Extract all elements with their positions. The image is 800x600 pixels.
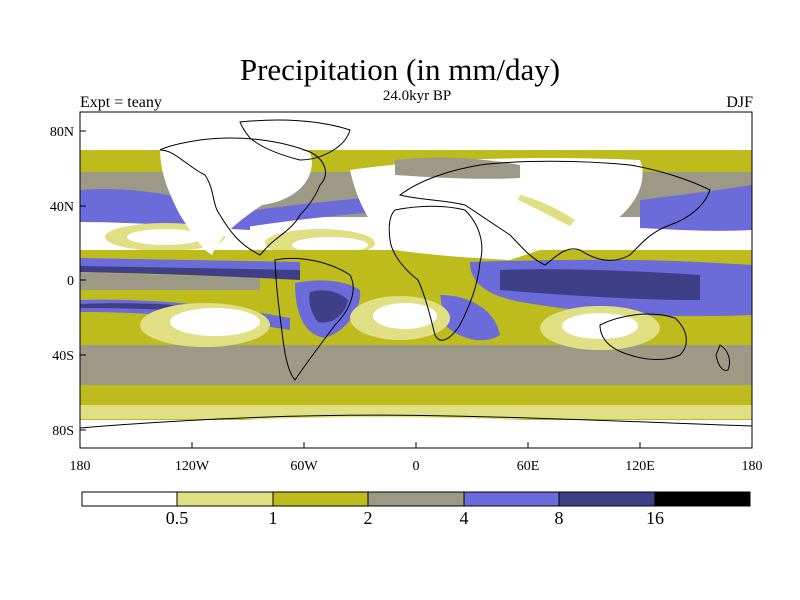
band-north-pacific-west	[640, 185, 752, 231]
lon-tick-60e: 60E	[517, 459, 540, 474]
antarctica-coast	[80, 414, 752, 429]
colorbar-frame	[81, 491, 751, 507]
sa-dry-zone	[373, 303, 437, 329]
central-asia-band	[518, 195, 575, 226]
south-america-coast	[274, 257, 354, 381]
season-label: DJF	[726, 94, 753, 111]
lat-tick-40s: 40S	[52, 349, 74, 364]
colorbar-label-2: 2	[364, 508, 373, 528]
colorbar-label-1: 1	[269, 508, 278, 528]
chart-subtitle: 24.0kyr BP	[382, 88, 452, 104]
africa-coast	[388, 205, 483, 341]
map-area	[80, 112, 752, 448]
colorbar-swatch-3	[368, 492, 464, 506]
lon-tick-180e: 180	[742, 459, 763, 474]
colorbar-label-0-5: 0.5	[166, 508, 189, 528]
band-southern-midlat	[80, 340, 752, 385]
lon-tick-180w: 180	[70, 459, 91, 474]
band-southern-edge	[80, 405, 752, 419]
colorbar-swatch-5	[559, 492, 655, 506]
chart-title: Precipitation (in mm/day)	[239, 52, 561, 87]
indo-pacific-core	[500, 269, 700, 300]
sp-dry-zone	[170, 308, 260, 336]
tick-marks	[79, 130, 753, 448]
tropics-grey-band	[80, 272, 260, 290]
lon-tick-labels: 180 120W 60W 0 60E 120E 180	[70, 459, 763, 474]
antarctica-dry	[80, 417, 752, 448]
lon-tick-60w: 60W	[290, 459, 318, 474]
na-dry-zone	[292, 237, 368, 253]
new-zealand-coast	[715, 344, 731, 371]
southern-africa-convection	[440, 295, 500, 341]
precip-bands	[80, 112, 752, 448]
colorbar-swatch-4	[464, 492, 559, 506]
colorbar-swatch-2	[273, 492, 368, 506]
itcz-pacific-edge	[80, 258, 300, 270]
lat-tick-labels: 80N 40N 0 40S 80S	[50, 125, 74, 439]
lon-tick-120e: 120E	[625, 459, 655, 474]
lat-tick-40n: 40N	[50, 200, 74, 215]
lon-tick-120w: 120W	[175, 459, 210, 474]
band-north-atlantic-track	[240, 195, 395, 228]
colorbar-swatch-6	[655, 492, 750, 506]
colorbar: 0.5 1 2 4 8 16	[81, 491, 751, 528]
colorbar-label-8: 8	[555, 508, 564, 528]
europe-storm-band	[395, 157, 520, 179]
colorbar-swatch-0	[82, 492, 177, 506]
north-america-coast	[159, 137, 326, 256]
colorbar-swatch-1	[177, 492, 273, 506]
experiment-label: Expt = teany	[80, 94, 162, 111]
colorbar-label-4: 4	[460, 508, 469, 528]
np-dry-zone	[127, 229, 203, 245]
lon-tick-0: 0	[413, 459, 420, 474]
lat-tick-80s: 80S	[52, 424, 74, 439]
eurasia-coast	[398, 160, 711, 266]
lat-tick-80n: 80N	[50, 125, 74, 140]
colorbar-label-16: 16	[646, 508, 664, 528]
australia-coast	[599, 313, 687, 360]
eurasia-africa-dry	[350, 158, 643, 260]
coastlines	[80, 119, 752, 429]
amazon-core	[309, 290, 348, 323]
lat-tick-0: 0	[67, 274, 74, 289]
greenland-coast	[239, 119, 351, 161]
